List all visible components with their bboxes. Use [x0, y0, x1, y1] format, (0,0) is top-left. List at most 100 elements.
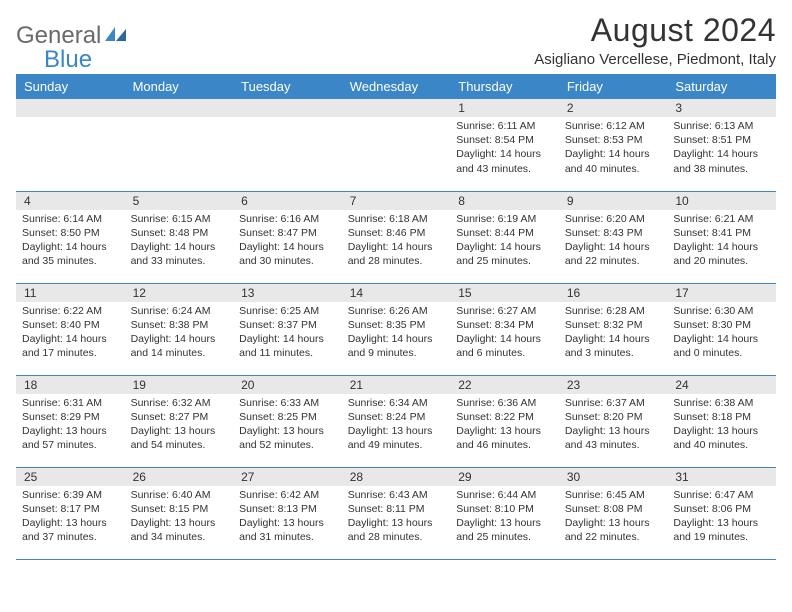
day-number: 10 [667, 192, 776, 210]
day-details: Sunrise: 6:32 AMSunset: 8:27 PMDaylight:… [125, 394, 234, 457]
day-number: 4 [16, 192, 125, 210]
day-number: 11 [16, 284, 125, 302]
day-details [125, 117, 234, 123]
day-number: 26 [125, 468, 234, 486]
day-details: Sunrise: 6:28 AMSunset: 8:32 PMDaylight:… [559, 302, 668, 365]
day-details: Sunrise: 6:21 AMSunset: 8:41 PMDaylight:… [667, 210, 776, 273]
day-details: Sunrise: 6:20 AMSunset: 8:43 PMDaylight:… [559, 210, 668, 273]
calendar-cell: 21Sunrise: 6:34 AMSunset: 8:24 PMDayligh… [342, 375, 451, 467]
day-number: 7 [342, 192, 451, 210]
calendar-cell: 1Sunrise: 6:11 AMSunset: 8:54 PMDaylight… [450, 99, 559, 191]
day-details: Sunrise: 6:47 AMSunset: 8:06 PMDaylight:… [667, 486, 776, 549]
day-number: 19 [125, 376, 234, 394]
day-number: 13 [233, 284, 342, 302]
day-number: 21 [342, 376, 451, 394]
calendar-cell: 13Sunrise: 6:25 AMSunset: 8:37 PMDayligh… [233, 283, 342, 375]
day-number: 30 [559, 468, 668, 486]
day-details: Sunrise: 6:18 AMSunset: 8:46 PMDaylight:… [342, 210, 451, 273]
calendar-week: 4Sunrise: 6:14 AMSunset: 8:50 PMDaylight… [16, 191, 776, 283]
day-header: Tuesday [233, 74, 342, 99]
day-details: Sunrise: 6:31 AMSunset: 8:29 PMDaylight:… [16, 394, 125, 457]
day-header: Friday [559, 74, 668, 99]
day-details [342, 117, 451, 123]
day-number: 16 [559, 284, 668, 302]
calendar-cell: 22Sunrise: 6:36 AMSunset: 8:22 PMDayligh… [450, 375, 559, 467]
day-details: Sunrise: 6:24 AMSunset: 8:38 PMDaylight:… [125, 302, 234, 365]
day-number: 6 [233, 192, 342, 210]
day-number: 1 [450, 99, 559, 117]
day-number: 23 [559, 376, 668, 394]
day-details [233, 117, 342, 123]
calendar-cell: 27Sunrise: 6:42 AMSunset: 8:13 PMDayligh… [233, 467, 342, 559]
day-number: 3 [667, 99, 776, 117]
day-details: Sunrise: 6:22 AMSunset: 8:40 PMDaylight:… [16, 302, 125, 365]
day-details: Sunrise: 6:38 AMSunset: 8:18 PMDaylight:… [667, 394, 776, 457]
calendar-week: 1Sunrise: 6:11 AMSunset: 8:54 PMDaylight… [16, 99, 776, 191]
calendar-cell: 19Sunrise: 6:32 AMSunset: 8:27 PMDayligh… [125, 375, 234, 467]
day-number: 29 [450, 468, 559, 486]
day-details: Sunrise: 6:40 AMSunset: 8:15 PMDaylight:… [125, 486, 234, 549]
calendar-table: SundayMondayTuesdayWednesdayThursdayFrid… [16, 74, 776, 560]
calendar-cell: 30Sunrise: 6:45 AMSunset: 8:08 PMDayligh… [559, 467, 668, 559]
day-number: 8 [450, 192, 559, 210]
calendar-week: 25Sunrise: 6:39 AMSunset: 8:17 PMDayligh… [16, 467, 776, 559]
calendar-week: 18Sunrise: 6:31 AMSunset: 8:29 PMDayligh… [16, 375, 776, 467]
calendar-cell: 8Sunrise: 6:19 AMSunset: 8:44 PMDaylight… [450, 191, 559, 283]
calendar-cell: 23Sunrise: 6:37 AMSunset: 8:20 PMDayligh… [559, 375, 668, 467]
page-title: August 2024 [534, 12, 776, 49]
title-block: August 2024 Asigliano Vercellese, Piedmo… [534, 12, 776, 68]
calendar-cell: 10Sunrise: 6:21 AMSunset: 8:41 PMDayligh… [667, 191, 776, 283]
calendar-cell: 2Sunrise: 6:12 AMSunset: 8:53 PMDaylight… [559, 99, 668, 191]
day-number [233, 99, 342, 117]
calendar-cell [16, 99, 125, 191]
calendar-cell: 20Sunrise: 6:33 AMSunset: 8:25 PMDayligh… [233, 375, 342, 467]
day-details: Sunrise: 6:30 AMSunset: 8:30 PMDaylight:… [667, 302, 776, 365]
calendar-cell [125, 99, 234, 191]
day-details: Sunrise: 6:16 AMSunset: 8:47 PMDaylight:… [233, 210, 342, 273]
day-details: Sunrise: 6:42 AMSunset: 8:13 PMDaylight:… [233, 486, 342, 549]
day-details: Sunrise: 6:11 AMSunset: 8:54 PMDaylight:… [450, 117, 559, 180]
calendar-header-row: SundayMondayTuesdayWednesdayThursdayFrid… [16, 74, 776, 99]
calendar-cell: 7Sunrise: 6:18 AMSunset: 8:46 PMDaylight… [342, 191, 451, 283]
day-details: Sunrise: 6:13 AMSunset: 8:51 PMDaylight:… [667, 117, 776, 180]
calendar-cell: 9Sunrise: 6:20 AMSunset: 8:43 PMDaylight… [559, 191, 668, 283]
calendar-cell: 6Sunrise: 6:16 AMSunset: 8:47 PMDaylight… [233, 191, 342, 283]
day-number: 27 [233, 468, 342, 486]
calendar-cell: 11Sunrise: 6:22 AMSunset: 8:40 PMDayligh… [16, 283, 125, 375]
header: General August 2024 Asigliano Vercellese… [16, 12, 776, 68]
day-details [16, 117, 125, 123]
day-number: 25 [16, 468, 125, 486]
day-details: Sunrise: 6:37 AMSunset: 8:20 PMDaylight:… [559, 394, 668, 457]
calendar-cell: 31Sunrise: 6:47 AMSunset: 8:06 PMDayligh… [667, 467, 776, 559]
calendar-cell: 18Sunrise: 6:31 AMSunset: 8:29 PMDayligh… [16, 375, 125, 467]
day-details: Sunrise: 6:44 AMSunset: 8:10 PMDaylight:… [450, 486, 559, 549]
calendar-cell: 16Sunrise: 6:28 AMSunset: 8:32 PMDayligh… [559, 283, 668, 375]
day-number: 5 [125, 192, 234, 210]
calendar-cell: 24Sunrise: 6:38 AMSunset: 8:18 PMDayligh… [667, 375, 776, 467]
calendar-cell [342, 99, 451, 191]
calendar-cell: 5Sunrise: 6:15 AMSunset: 8:48 PMDaylight… [125, 191, 234, 283]
day-number [342, 99, 451, 117]
day-details: Sunrise: 6:36 AMSunset: 8:22 PMDaylight:… [450, 394, 559, 457]
day-number: 9 [559, 192, 668, 210]
day-number: 14 [342, 284, 451, 302]
calendar-cell: 17Sunrise: 6:30 AMSunset: 8:30 PMDayligh… [667, 283, 776, 375]
day-details: Sunrise: 6:15 AMSunset: 8:48 PMDaylight:… [125, 210, 234, 273]
calendar-cell: 25Sunrise: 6:39 AMSunset: 8:17 PMDayligh… [16, 467, 125, 559]
day-number: 15 [450, 284, 559, 302]
day-details: Sunrise: 6:43 AMSunset: 8:11 PMDaylight:… [342, 486, 451, 549]
calendar-body: 1Sunrise: 6:11 AMSunset: 8:54 PMDaylight… [16, 99, 776, 559]
calendar-cell: 4Sunrise: 6:14 AMSunset: 8:50 PMDaylight… [16, 191, 125, 283]
day-number: 2 [559, 99, 668, 117]
day-details: Sunrise: 6:25 AMSunset: 8:37 PMDaylight:… [233, 302, 342, 365]
day-number: 12 [125, 284, 234, 302]
day-number: 28 [342, 468, 451, 486]
day-details: Sunrise: 6:34 AMSunset: 8:24 PMDaylight:… [342, 394, 451, 457]
calendar-cell: 26Sunrise: 6:40 AMSunset: 8:15 PMDayligh… [125, 467, 234, 559]
day-header: Thursday [450, 74, 559, 99]
day-details: Sunrise: 6:33 AMSunset: 8:25 PMDaylight:… [233, 394, 342, 457]
calendar-cell: 14Sunrise: 6:26 AMSunset: 8:35 PMDayligh… [342, 283, 451, 375]
calendar-cell: 29Sunrise: 6:44 AMSunset: 8:10 PMDayligh… [450, 467, 559, 559]
day-header: Saturday [667, 74, 776, 99]
calendar-week: 11Sunrise: 6:22 AMSunset: 8:40 PMDayligh… [16, 283, 776, 375]
